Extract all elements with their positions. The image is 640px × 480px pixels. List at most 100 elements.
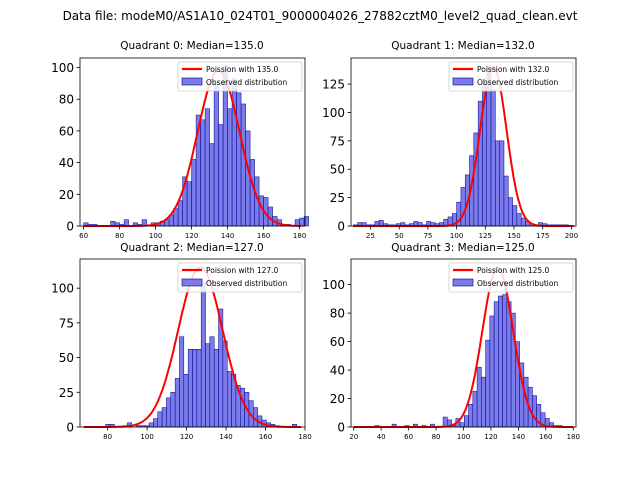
hist-bar xyxy=(183,373,189,428)
hist-bar xyxy=(153,418,159,428)
hist-bar xyxy=(476,366,482,428)
x-tick-label: 180 xyxy=(567,433,580,441)
hist-bar xyxy=(459,422,465,428)
y-tick-label: 25 xyxy=(59,386,74,400)
y-tick-label: 25 xyxy=(330,191,345,205)
y-tick-label: 75 xyxy=(59,316,74,330)
x-tick-label: 180 xyxy=(293,232,306,240)
y-tick-label: 40 xyxy=(330,364,345,378)
hist-bar xyxy=(299,217,305,227)
hist-bar xyxy=(200,119,206,227)
hist-bar xyxy=(205,343,211,428)
plot-area: 25 50 75 100 125 150 175 200 0 25 50 75 100 125 xyxy=(322,57,578,240)
y-tick-label: 40 xyxy=(59,156,74,170)
hist-bar xyxy=(481,376,486,428)
panel-title: Quadrant 1: Median=132.0 xyxy=(391,40,534,52)
x-tick-label: 80 xyxy=(432,433,441,441)
axes-frame xyxy=(79,258,306,428)
hist-bar xyxy=(245,130,251,227)
panel-quadrant-1: Quadrant 1: Median=132.0 25 50 75 100 125 150… xyxy=(322,40,578,240)
hist-bar xyxy=(249,159,255,227)
x-tick-label: 175 xyxy=(536,232,549,240)
legend-label-observed: Observed distribution xyxy=(206,78,287,87)
hist-bar xyxy=(174,378,180,428)
hist-bar xyxy=(177,200,183,227)
hist-bar xyxy=(192,348,198,428)
x-tick-label: 150 xyxy=(507,232,520,240)
hist-bar xyxy=(236,92,242,227)
x-tick-label: 50 xyxy=(395,232,404,240)
y-tick-label: 0 xyxy=(337,220,345,234)
hist-bar xyxy=(490,89,496,227)
figure-suptitle: Data file: modeM0/AS1A10_024T01_90000040… xyxy=(63,9,578,23)
y-tick-label: 20 xyxy=(330,392,345,406)
y-tick-label: 60 xyxy=(330,335,345,349)
hist-bar xyxy=(226,371,232,428)
plot-area: 60 80 100 120 140 160 180 0 20 40 60 80 100 xyxy=(51,57,309,240)
hist-bar xyxy=(516,213,522,227)
hist-bar xyxy=(493,301,499,428)
hist-bar xyxy=(472,391,478,428)
hist-bar xyxy=(520,217,526,227)
hist-bar xyxy=(161,407,167,428)
x-tick-label: 75 xyxy=(423,232,432,240)
x-tick-label: 100 xyxy=(149,232,162,240)
x-tick-label: 180 xyxy=(298,433,311,441)
x-tick-label: 25 xyxy=(366,232,375,240)
hist-bar xyxy=(464,415,469,428)
hist-bar xyxy=(503,175,509,227)
hist-bar xyxy=(495,140,500,227)
hist-bar xyxy=(532,395,537,428)
hist-bar xyxy=(240,103,246,227)
x-tick-label: 140 xyxy=(221,232,234,240)
y-tick-label: 50 xyxy=(59,351,74,365)
legend-hist-marker xyxy=(181,278,203,287)
panel-quadrant-3: Quadrant 3: Median=125.0 20 40 60 80 100 120 1… xyxy=(322,242,580,441)
hist-bar xyxy=(209,143,215,227)
x-tick-label: 20 xyxy=(349,433,358,441)
hist-bar xyxy=(191,159,197,227)
legend: Poission with 125.0 Observed distributio… xyxy=(448,262,574,293)
hist-bar xyxy=(170,392,176,428)
hist-bar xyxy=(303,216,309,227)
y-tick-label: 0 xyxy=(66,421,74,435)
x-tick-label: 80 xyxy=(103,433,112,441)
hist-bar xyxy=(502,294,508,428)
hist-bar xyxy=(499,140,505,227)
x-tick-label: 120 xyxy=(185,232,198,240)
hist-bar xyxy=(498,295,503,428)
hist-bar xyxy=(200,282,206,428)
y-tick-label: 125 xyxy=(322,78,345,92)
y-tick-label: 80 xyxy=(59,93,74,107)
legend-hist-marker xyxy=(452,278,474,287)
x-tick-label: 200 xyxy=(565,232,578,240)
hist-bar xyxy=(196,348,202,428)
plot-area: 20 40 60 80 100 120 140 160 180 0 20 40 60 80 100 xyxy=(322,258,580,441)
hist-bar xyxy=(508,197,513,227)
x-tick-label: 100 xyxy=(450,232,463,240)
legend-label-poisson: Poission with 125.0 xyxy=(477,266,550,275)
legend-hist-marker xyxy=(452,77,474,86)
x-tick-label: 120 xyxy=(180,433,193,441)
hist-bar xyxy=(506,301,512,428)
legend: Poission with 135.0 Observed distributio… xyxy=(177,61,303,92)
panel-title: Quadrant 3: Median=125.0 xyxy=(391,242,534,254)
x-tick-label: 40 xyxy=(377,433,386,441)
legend-label-poisson: Poission with 127.0 xyxy=(206,266,279,275)
y-tick-label: 0 xyxy=(66,220,74,234)
y-tick-label: 60 xyxy=(59,124,74,138)
hist-bar xyxy=(148,422,154,428)
hist-bar xyxy=(179,336,185,428)
hist-bar xyxy=(512,205,518,227)
x-tick-label: 125 xyxy=(479,232,492,240)
y-tick-label: 100 xyxy=(51,61,74,75)
legend-label-observed: Observed distribution xyxy=(477,78,558,87)
legend-hist-marker xyxy=(181,77,203,86)
y-tick-label: 100 xyxy=(322,278,345,292)
x-tick-label: 140 xyxy=(512,433,525,441)
legend-box xyxy=(448,61,574,92)
hist-bar xyxy=(213,348,219,428)
hist-bar xyxy=(157,411,163,428)
y-tick-label: 100 xyxy=(322,106,345,120)
